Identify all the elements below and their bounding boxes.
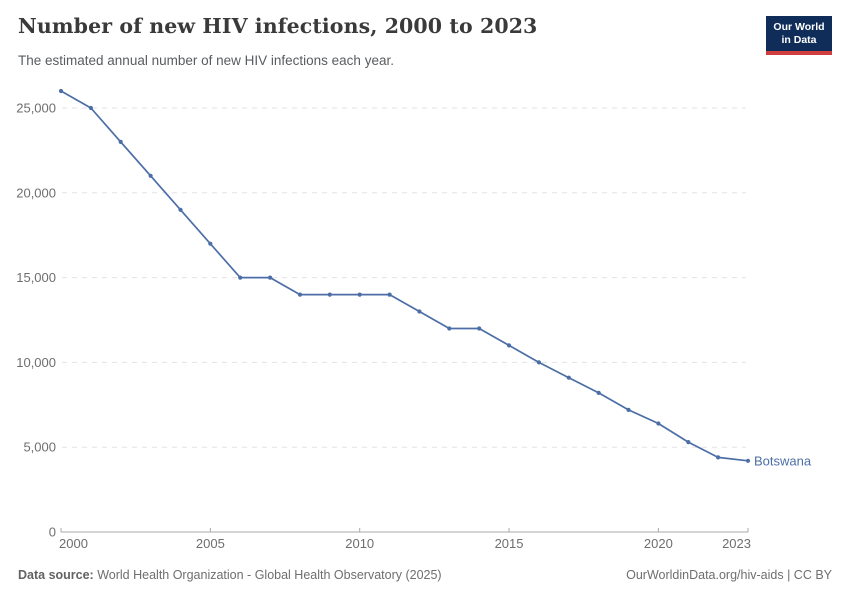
svg-text:2020: 2020 — [644, 536, 673, 551]
svg-text:20,000: 20,000 — [16, 185, 56, 200]
svg-text:2010: 2010 — [345, 536, 374, 551]
svg-text:15,000: 15,000 — [16, 270, 56, 285]
data-source-label: Data source: — [18, 568, 94, 582]
svg-text:25,000: 25,000 — [16, 101, 56, 116]
svg-text:2015: 2015 — [495, 536, 524, 551]
data-source-text: World Health Organization - Global Healt… — [97, 568, 442, 582]
footer-links[interactable]: OurWorldinData.org/hiv-aids | CC BY — [626, 568, 832, 582]
series-end-label: Botswana — [754, 453, 812, 468]
svg-text:0: 0 — [49, 525, 56, 540]
chart-subtitle: The estimated annual number of new HIV i… — [18, 53, 394, 68]
svg-text:2000: 2000 — [59, 536, 88, 551]
line-chart[interactable]: 0 5,000 10,000 15,000 20,000 25,000 2000 2005 20… — [0, 0, 850, 560]
owid-logo[interactable]: Our World in Data — [766, 16, 832, 55]
page-title: Number of new HIV infections, 2000 to 20… — [18, 14, 538, 38]
svg-text:2005: 2005 — [196, 536, 225, 551]
chart-footer: Data source: World Health Organization -… — [18, 568, 832, 582]
data-source: Data source: World Health Organization -… — [18, 568, 442, 582]
svg-text:10,000: 10,000 — [16, 355, 56, 370]
svg-text:5,000: 5,000 — [23, 440, 56, 455]
svg-text:2023: 2023 — [722, 536, 751, 551]
owid-logo-text-line2: in Data — [781, 34, 817, 46]
owid-logo-text-line1: Our World — [773, 21, 825, 33]
